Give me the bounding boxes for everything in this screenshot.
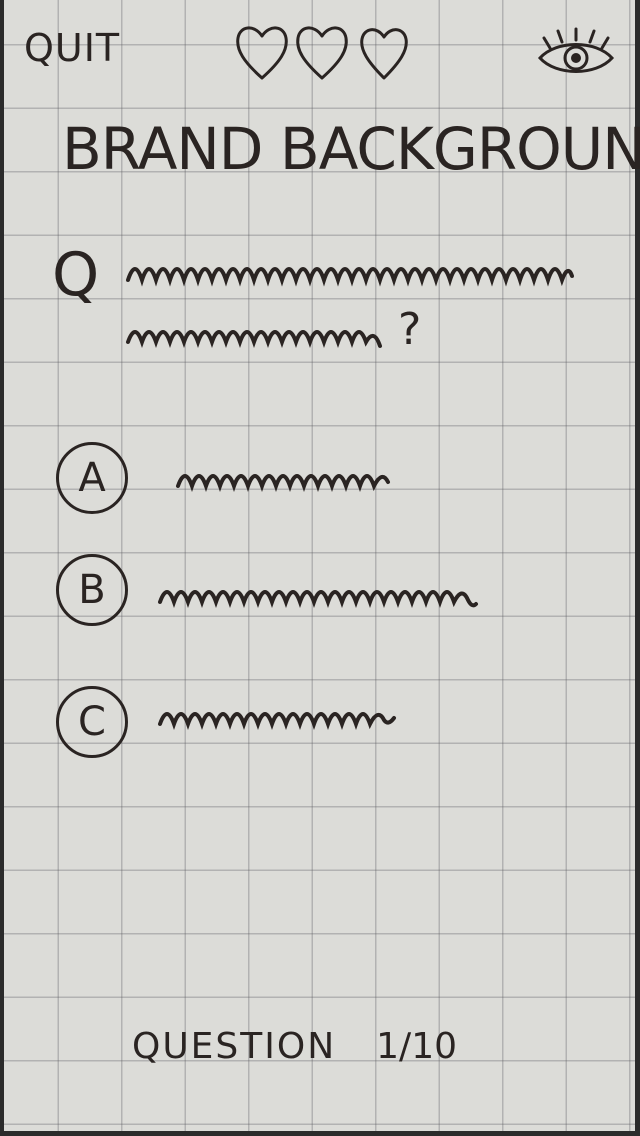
answer-option-b[interactable]: B (56, 554, 496, 638)
page-title: BRAND BACKGROUND (62, 115, 602, 183)
question-progress: QUESTION 1/10 (132, 1026, 457, 1067)
question-mark: ? (398, 304, 421, 355)
heart-icon (362, 30, 407, 78)
question-text-squiggle (124, 250, 576, 294)
answer-option-c[interactable]: C (56, 686, 496, 770)
answer-option-a[interactable]: A (56, 442, 496, 526)
option-b-squiggle (156, 576, 482, 616)
progress-label: QUESTION (132, 1026, 336, 1067)
option-c-squiggle (156, 698, 400, 738)
heart-icon (298, 28, 347, 78)
question-label: Q (52, 240, 99, 310)
option-letter-a: A (56, 442, 128, 514)
option-a-squiggle (174, 460, 394, 500)
option-letter-c: C (56, 686, 128, 758)
progress-value: 1/10 (376, 1026, 457, 1067)
heart-icon (238, 28, 287, 78)
option-letter-b: B (56, 554, 128, 626)
eye-icon[interactable] (536, 26, 616, 82)
quit-button[interactable]: QUIT (24, 26, 120, 70)
lives-hearts (234, 20, 414, 84)
question-text-squiggle-line2 (124, 316, 386, 356)
